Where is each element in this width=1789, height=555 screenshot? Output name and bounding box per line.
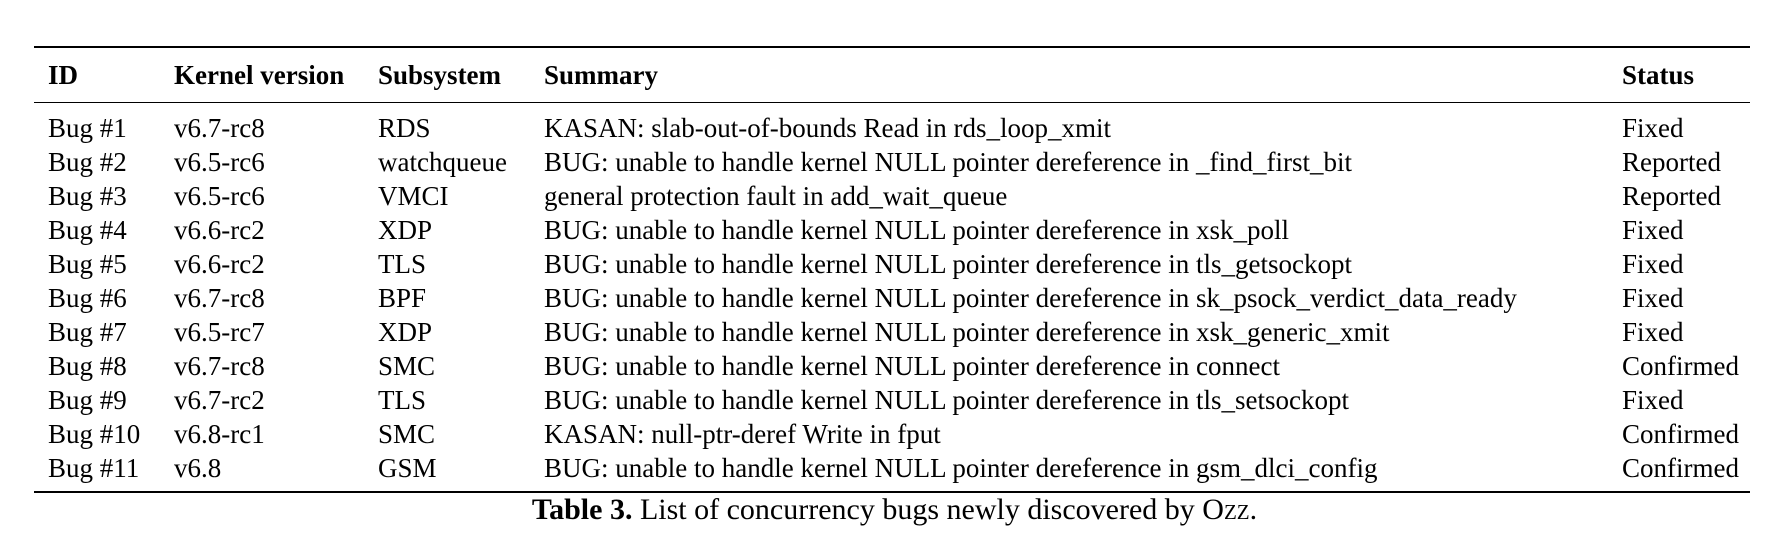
- header-subsystem: Subsystem: [378, 60, 502, 90]
- header-status: Status: [1622, 60, 1695, 90]
- cell-kernel-version: v6.6-rc2: [174, 249, 265, 279]
- cell-summary: KASAN: null-ptr-deref Write in fput: [544, 419, 941, 449]
- cell-status: Confirmed: [1622, 419, 1739, 449]
- cell-status: Fixed: [1622, 113, 1684, 143]
- table-row: Bug #10 v6.8-rc1 SMC KASAN: null-ptr-deref …: [34, 417, 1750, 451]
- cell-summary: BUG: unable to handle kernel NULL pointe…: [544, 249, 1352, 279]
- cell-id: Bug #6: [48, 283, 127, 313]
- cell-id: Bug #9: [48, 385, 127, 415]
- cell-subsystem: watchqueue: [378, 147, 507, 177]
- cell-kernel-version: v6.5-rc7: [174, 317, 265, 347]
- cell-id: Bug #4: [48, 215, 127, 245]
- cell-subsystem: GSM: [378, 453, 437, 483]
- table-row: Bug #11 v6.8 GSM BUG: unable to handle kern…: [34, 451, 1750, 492]
- cell-id: Bug #11: [48, 453, 140, 483]
- cell-kernel-version: v6.7-rc8: [174, 283, 265, 313]
- table-caption: Table 3. List of concurrency bugs newly …: [0, 492, 1789, 528]
- cell-kernel-version: v6.7-rc8: [174, 113, 265, 143]
- cell-kernel-version: v6.7-rc8: [174, 351, 265, 381]
- cell-kernel-version: v6.8-rc1: [174, 419, 265, 449]
- cell-kernel-version: v6.7-rc2: [174, 385, 265, 415]
- cell-status: Fixed: [1622, 283, 1684, 313]
- cell-status: Confirmed: [1622, 453, 1739, 483]
- cell-kernel-version: v6.5-rc6: [174, 147, 265, 177]
- table-row: Bug #7 v6.5-rc7 XDP BUG: unable to handle k…: [34, 315, 1750, 349]
- table-row: Bug #2 v6.5-rc6 watchqueue BUG: unable to h…: [34, 145, 1750, 179]
- caption-text: List of concurrency bugs newly discovere…: [639, 493, 1195, 526]
- cell-status: Fixed: [1622, 385, 1684, 415]
- cell-id: Bug #3: [48, 181, 127, 211]
- table-body: Bug #1 v6.7-rc8 RDS KASAN: slab-out-of-boun…: [34, 103, 1750, 492]
- table-row: Bug #3 v6.5-rc6 VMCI general protection fau…: [34, 179, 1750, 213]
- cell-id: Bug #8: [48, 351, 127, 381]
- cell-id: Bug #5: [48, 249, 127, 279]
- cell-summary: BUG: unable to handle kernel NULL pointe…: [544, 283, 1517, 313]
- caption-label: Table 3.: [531, 493, 633, 526]
- cell-id: Bug #10: [48, 419, 141, 449]
- table-row: Bug #6 v6.7-rc8 BPF BUG: unable to handle k…: [34, 281, 1750, 315]
- cell-id: Bug #7: [48, 317, 127, 347]
- cell-status: Reported: [1622, 181, 1721, 211]
- header-id: ID: [48, 60, 79, 90]
- cell-subsystem: SMC: [378, 351, 436, 381]
- cell-status: Confirmed: [1622, 351, 1739, 381]
- caption-period: .: [1249, 493, 1258, 526]
- cell-summary: BUG: unable to handle kernel NULL pointe…: [544, 351, 1280, 381]
- cell-kernel-version: v6.8: [174, 453, 222, 483]
- cell-subsystem: XDP: [378, 317, 433, 347]
- bug-table-container: ID Kernel version Subsystem Summary Stat…: [34, 46, 1750, 493]
- cell-summary: BUG: unable to handle kernel NULL pointe…: [544, 215, 1290, 245]
- table-row: Bug #5 v6.6-rc2 TLS BUG: unable to handle k…: [34, 247, 1750, 281]
- cell-status: Fixed: [1622, 317, 1684, 347]
- cell-summary: BUG: unable to handle kernel NULL pointe…: [544, 453, 1378, 483]
- cell-summary: general protection fault in add_wait_que…: [544, 181, 1008, 211]
- cell-status: Fixed: [1622, 215, 1684, 245]
- cell-subsystem: TLS: [378, 249, 427, 279]
- cell-id: Bug #2: [48, 147, 127, 177]
- cell-subsystem: XDP: [378, 215, 433, 245]
- caption-tool-name: Ozz: [1202, 493, 1250, 526]
- cell-subsystem: VMCI: [378, 181, 449, 211]
- cell-subsystem: RDS: [378, 113, 431, 143]
- cell-subsystem: SMC: [378, 419, 436, 449]
- cell-status: Reported: [1622, 147, 1721, 177]
- table-header-row: ID Kernel version Subsystem Summary Stat…: [34, 47, 1750, 103]
- cell-summary: BUG: unable to handle kernel NULL pointe…: [544, 317, 1390, 347]
- header-kernel-version: Kernel version: [174, 60, 345, 90]
- header-summary: Summary: [544, 60, 658, 90]
- table-row: Bug #1 v6.7-rc8 RDS KASAN: slab-out-of-boun…: [34, 103, 1750, 146]
- cell-kernel-version: v6.6-rc2: [174, 215, 265, 245]
- table-row: Bug #9 v6.7-rc2 TLS BUG: unable to handle k…: [34, 383, 1750, 417]
- cell-summary: BUG: unable to handle kernel NULL pointe…: [544, 385, 1349, 415]
- cell-subsystem: BPF: [378, 283, 427, 313]
- cell-summary: BUG: unable to handle kernel NULL pointe…: [544, 147, 1352, 177]
- cell-summary: KASAN: slab-out-of-bounds Read in rds_lo…: [544, 113, 1111, 143]
- bug-table: ID Kernel version Subsystem Summary Stat…: [34, 46, 1750, 493]
- table-row: Bug #8 v6.7-rc8 SMC BUG: unable to handle k…: [34, 349, 1750, 383]
- cell-subsystem: TLS: [378, 385, 427, 415]
- cell-status: Fixed: [1622, 249, 1684, 279]
- cell-kernel-version: v6.5-rc6: [174, 181, 265, 211]
- table-row: Bug #4 v6.6-rc2 XDP BUG: unable to handle k…: [34, 213, 1750, 247]
- cell-id: Bug #1: [48, 113, 127, 143]
